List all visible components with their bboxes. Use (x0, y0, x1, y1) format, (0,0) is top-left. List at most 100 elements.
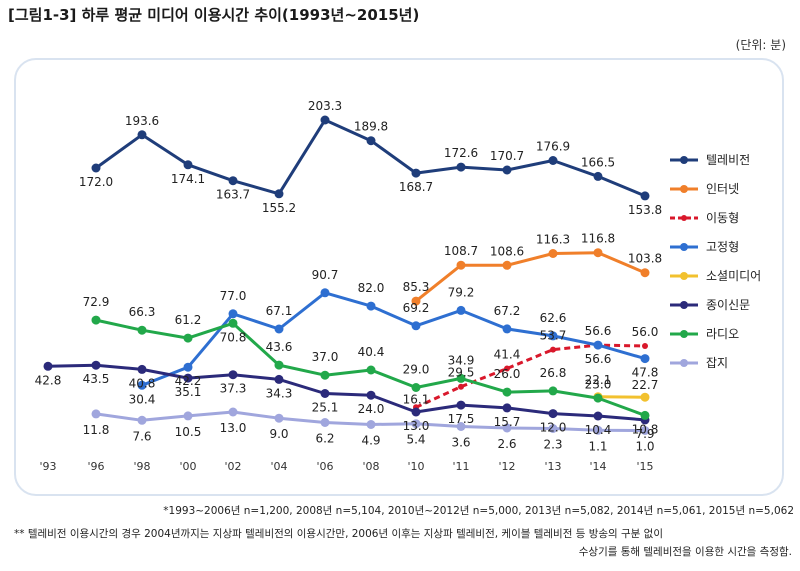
data-label: 67.2 (494, 304, 521, 318)
x-tick-label: '06 (316, 460, 333, 473)
data-point (456, 305, 466, 315)
data-label: 40.8 (129, 376, 156, 390)
data-label: 1.0 (635, 440, 654, 454)
data-label: 34.9 (448, 353, 475, 367)
legend-label: 잡지 (706, 356, 728, 370)
data-label: 77.0 (220, 289, 247, 303)
data-point (274, 413, 284, 423)
data-point (183, 411, 193, 421)
data-label: 116.3 (536, 233, 570, 247)
chart-title: [그림1-3] 하루 평균 미디어 이용시간 추이(1993년~2015년) (8, 6, 420, 24)
data-label: 41.4 (494, 348, 521, 362)
data-label: 25.1 (312, 401, 339, 415)
data-label: 85.3 (403, 280, 430, 294)
data-point (548, 249, 558, 258)
data-point (458, 383, 464, 390)
x-tick-label: '98 (133, 460, 150, 473)
data-point (43, 361, 53, 371)
data-point (593, 425, 603, 435)
data-label: 5.4 (406, 433, 425, 447)
data-label: 29.5 (448, 366, 475, 380)
data-point (593, 393, 603, 403)
data-label: 72.9 (83, 295, 110, 309)
data-label: 12.0 (540, 421, 567, 435)
data-point (228, 407, 238, 417)
x-tick-label: '96 (87, 460, 104, 473)
data-point (640, 268, 650, 278)
data-point (456, 373, 466, 383)
data-point (228, 318, 238, 328)
data-point (366, 420, 376, 429)
data-label: 43.5 (83, 372, 110, 386)
data-point (548, 156, 558, 165)
data-label: 108.6 (490, 244, 524, 258)
data-point (502, 403, 512, 413)
data-point (640, 392, 650, 402)
data-point (183, 373, 193, 383)
data-point (183, 362, 193, 372)
data-label: 1.1 (588, 439, 607, 453)
data-point (91, 163, 101, 173)
data-point (640, 191, 650, 201)
data-point (456, 260, 466, 270)
legend-swatch-dot (680, 359, 688, 367)
data-label: 79.2 (448, 285, 475, 299)
unit-label: (단위: 분) (735, 38, 786, 52)
data-label: 189.8 (354, 120, 388, 134)
data-label: 67.1 (266, 304, 293, 318)
data-label: 3.6 (451, 436, 470, 450)
data-point (593, 248, 603, 258)
legend-swatch-dot (681, 215, 687, 221)
data-point (548, 409, 558, 419)
footnote-tv-cont: 수상기를 통해 텔레비전을 이용한 시간을 측정함. (578, 546, 792, 558)
data-label: 2.6 (497, 437, 516, 451)
data-point (640, 354, 650, 364)
x-tick-label: '93 (39, 460, 56, 473)
data-label: 37.0 (312, 350, 339, 364)
data-label: 30.4 (129, 392, 156, 406)
data-point (183, 333, 193, 343)
data-point (502, 423, 512, 433)
legend-swatch-dot (680, 272, 688, 280)
data-label: 172.0 (79, 175, 113, 189)
footnote-sample: *1993~2006년 n=1,200, 2008년 n=5,104, 2010… (163, 505, 794, 517)
data-point (228, 370, 238, 380)
data-point (502, 260, 512, 270)
data-label: 82.0 (358, 281, 385, 295)
series-line-4 (141, 291, 646, 387)
data-label: 22.1 (585, 373, 612, 387)
data-label: 42.8 (35, 373, 62, 387)
data-point (502, 324, 512, 334)
x-tick-label: '14 (589, 460, 606, 473)
x-tick-label: '13 (544, 460, 561, 473)
data-label: 24.0 (358, 402, 385, 416)
legend-label: 고정형 (706, 240, 739, 254)
data-label: 37.3 (220, 382, 247, 396)
data-point (411, 296, 421, 306)
data-point (274, 360, 284, 370)
x-tick-label: '15 (636, 460, 653, 473)
x-tick-label: '02 (224, 460, 241, 473)
data-point (137, 130, 147, 140)
data-point (366, 365, 376, 375)
data-point (320, 288, 330, 298)
data-label: 103.8 (628, 252, 662, 266)
data-point (502, 387, 512, 397)
data-point (320, 389, 330, 398)
data-label: 22.7 (632, 378, 659, 392)
data-label: 7.9 (635, 427, 654, 441)
series-line-6 (47, 363, 646, 422)
data-label: 168.7 (399, 180, 433, 194)
x-tick-label: '12 (498, 460, 515, 473)
data-point (550, 346, 556, 353)
x-tick-label: '10 (407, 460, 424, 473)
legend-label: 텔레비전 (706, 153, 750, 167)
data-point (548, 331, 558, 341)
x-tick-label: '04 (270, 460, 287, 473)
data-label: 43.6 (266, 340, 293, 354)
data-label: 203.3 (308, 99, 342, 113)
data-label: 2.3 (543, 438, 562, 452)
data-label: 61.2 (175, 313, 202, 327)
data-label: 70.8 (220, 330, 247, 344)
data-point (137, 325, 147, 335)
